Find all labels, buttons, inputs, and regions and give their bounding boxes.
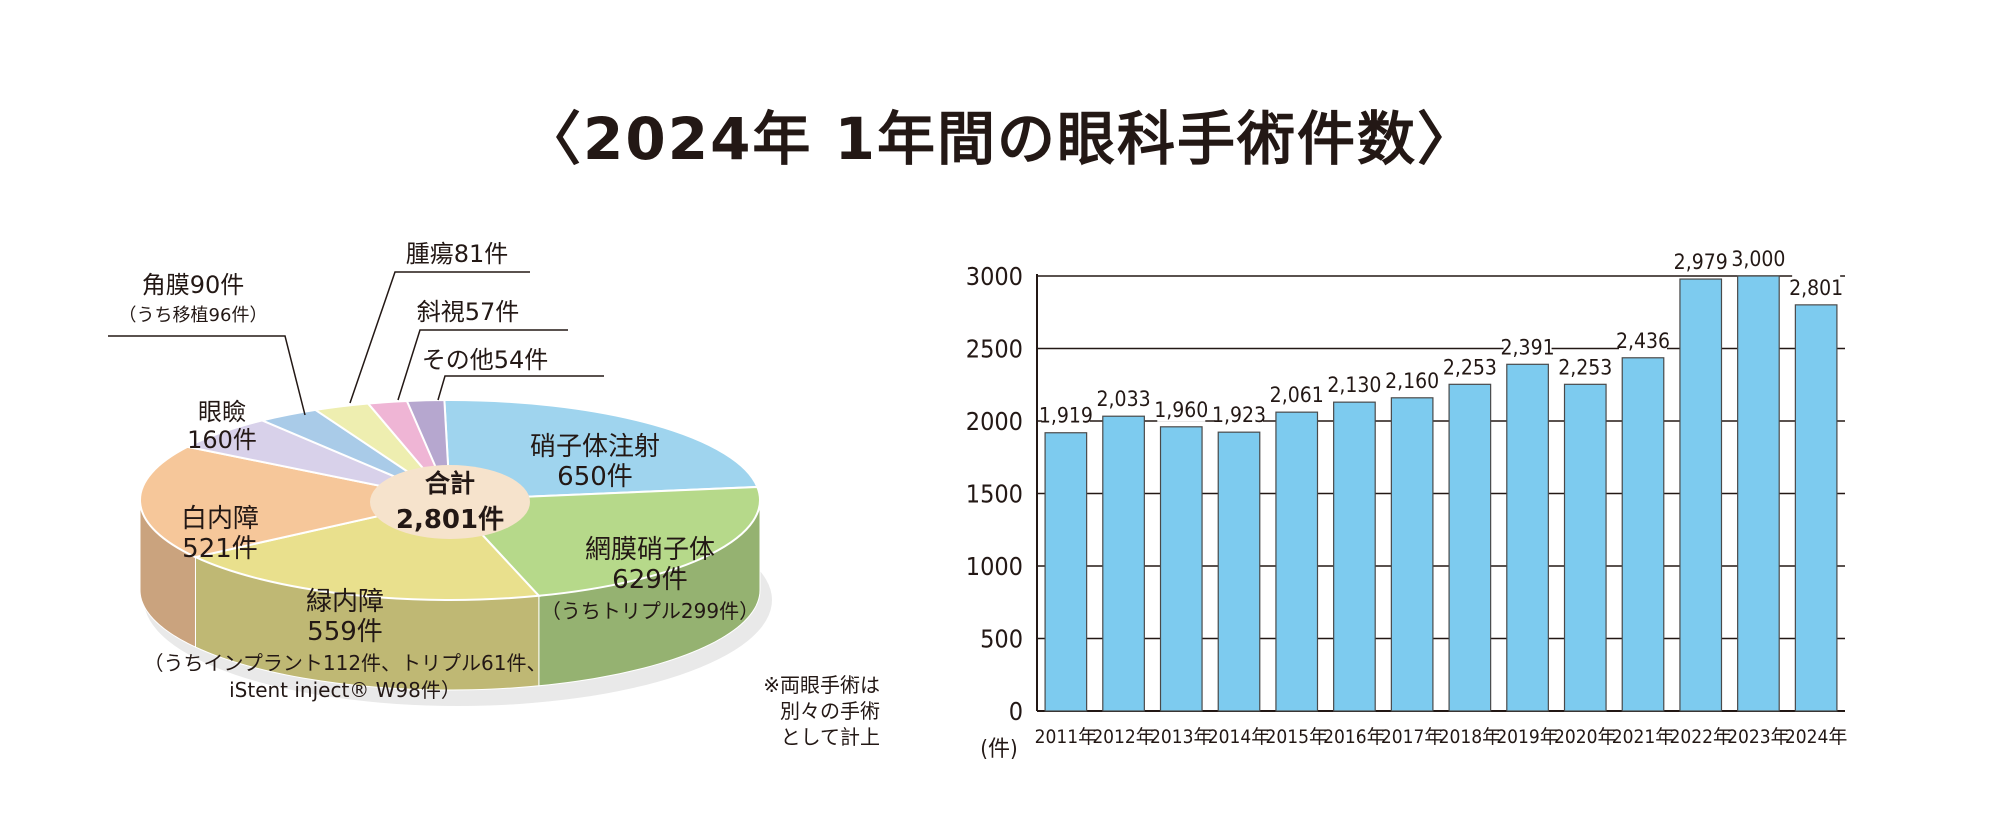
leader-strabismus [397,329,568,401]
pie-label-cornea-1: （うち移植96件） [119,305,268,326]
x-tick-2: 2013年 [1150,726,1213,748]
bar-1 [1102,415,1145,712]
y-tick-0: 0 [1009,697,1023,726]
y-tick-1000: 1000 [966,552,1023,581]
pie-total-label: 合計 [425,469,475,498]
bar-value-bg-5 [1330,370,1379,398]
bar-value-label-6: 2,160 [1385,369,1439,393]
x-tick-5: 2016年 [1323,726,1386,748]
bar-value-bg-7 [1445,352,1494,380]
pie-label-retina_vitreous-2: （うちトリプル299件） [541,599,759,623]
pie-center-badge [370,465,530,539]
bar-value-label-13: 2,801 [1789,276,1843,300]
note-line-2: として計上 [781,725,880,749]
x-tick-13: 2024年 [1785,726,1848,748]
pie-label-tumor-0: 腫瘍81件 [406,240,509,268]
bar-10 [1621,357,1665,712]
bar-value-bg-4 [1272,380,1321,408]
bar-13 [1794,304,1838,712]
pie-label-retina_vitreous-1: 629件 [612,565,688,595]
x-tick-4: 2015年 [1265,726,1328,748]
x-tick-8: 2019年 [1496,726,1559,748]
pie-label-glaucoma-1: 559件 [307,617,383,647]
bar-value-bg-3 [1215,400,1263,428]
bar-value-label-2: 1,960 [1154,398,1208,422]
bar-value-label-12: 3,000 [1731,247,1785,271]
bar-value-bg-1 [1099,384,1148,412]
bar-value-bg-9 [1561,352,1610,380]
pie-label-retina_vitreous-0: 網膜硝子体 [585,535,715,565]
leader-tumor [349,271,530,404]
y-tick-2000: 2000 [966,407,1023,436]
bar-value-label-11: 2,979 [1674,250,1728,274]
bar-5 [1333,401,1376,712]
pie-label-eyelid-1: 160件 [187,426,257,454]
note-line-1: 別々の手術 [780,699,880,723]
x-tick-3: 2014年 [1208,726,1271,748]
bar-value-bg-8 [1503,332,1552,360]
note-line-0: ※両眼手術は [763,673,880,697]
pie-label-eyelid-0: 眼瞼 [198,398,246,426]
page-title: 〈2024年 1年間の眼科手術件数〉 [523,105,1477,173]
x-tick-1: 2012年 [1092,726,1155,748]
bar-value-label-10: 2,436 [1616,329,1670,353]
x-tick-11: 2022年 [1669,726,1732,748]
y-tick-500: 500 [980,625,1023,654]
leader-cornea [108,335,306,416]
x-tick-10: 2021年 [1612,726,1675,748]
bar-value-label-9: 2,253 [1558,355,1612,379]
bar-7 [1448,383,1492,712]
leader-other [437,375,604,401]
bar-4 [1275,411,1319,712]
x-tick-9: 2020年 [1554,726,1617,748]
bar-6 [1390,397,1434,712]
pie-label-glaucoma-3: iStent inject® W98件） [229,678,461,702]
y-axis-unit: (件) [980,737,1017,762]
pie-label-cataract-1: 521件 [182,534,258,564]
x-tick-0: 2011年 [1035,726,1098,748]
bar-value-label-3: 1,923 [1212,403,1266,427]
bar-value-bg-13 [1792,272,1841,300]
pie-label-other-0: その他54件 [422,346,549,374]
bar-value-bg-10 [1619,325,1667,353]
bar-8 [1506,363,1549,712]
y-tick-1500: 1500 [966,480,1023,509]
x-tick-12: 2023年 [1727,726,1790,748]
pie-label-cornea-0: 角膜90件 [142,271,245,299]
bar-value-bg-11 [1676,247,1725,275]
bar-value-label-5: 2,130 [1327,373,1381,397]
pie-slice-retina_vitreous [447,485,761,597]
pie-label-vitreous_injection-1: 650件 [557,462,633,492]
bar-value-bg-2 [1157,394,1206,422]
bar-9 [1563,383,1607,712]
pie-total-value: 2,801件 [396,505,504,535]
bar-value-bg-0 [1041,400,1090,428]
pie-label-glaucoma-0: 緑内障 [306,587,384,617]
bar-value-label-8: 2,391 [1501,335,1555,359]
y-tick-3000: 3000 [966,262,1023,291]
pie-label-cataract-0: 白内障 [181,504,259,534]
bar-value-bg-12 [1734,244,1783,271]
x-tick-7: 2018年 [1439,726,1502,748]
bar-2 [1159,426,1203,712]
bar-value-label-4: 2,061 [1270,383,1324,407]
bar-0 [1044,432,1088,712]
bar-value-label-0: 1,919 [1039,404,1093,428]
y-tick-2500: 2500 [966,335,1023,364]
pie-label-vitreous_injection-0: 硝子体注射 [530,432,660,462]
pie-slice-vitreous_injection [443,399,759,502]
bar-value-bg-6 [1388,365,1437,393]
bar-12 [1737,275,1780,712]
bar-3 [1217,431,1261,712]
pie-slice-cataract [139,445,451,559]
pie-label-glaucoma-2: （うちインプラント112件、トリプル61件、 [143,651,546,675]
bar-11 [1679,278,1723,712]
bar-value-label-1: 2,033 [1097,387,1151,411]
pie-label-strabismus-0: 斜視57件 [417,298,520,326]
bar-value-label-7: 2,253 [1443,355,1497,379]
x-tick-6: 2017年 [1381,726,1444,748]
